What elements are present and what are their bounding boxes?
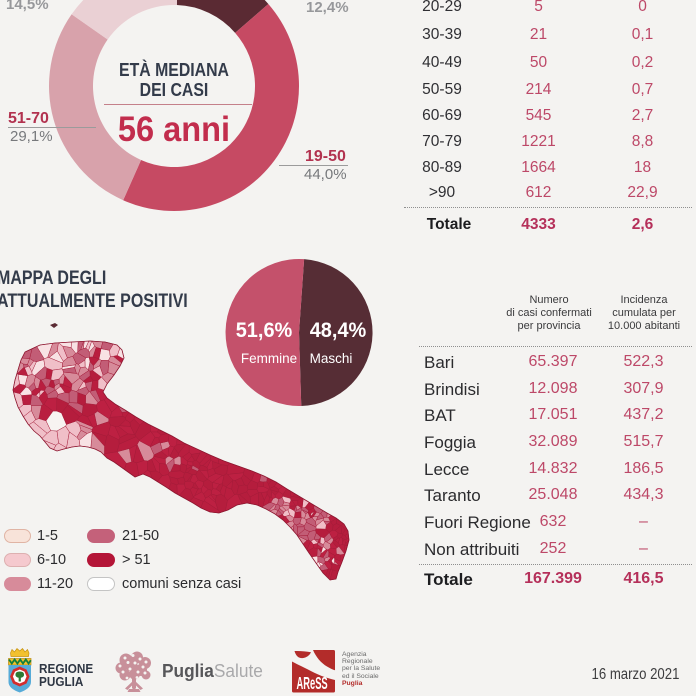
svg-text:AReSS: AReSS xyxy=(297,674,328,693)
